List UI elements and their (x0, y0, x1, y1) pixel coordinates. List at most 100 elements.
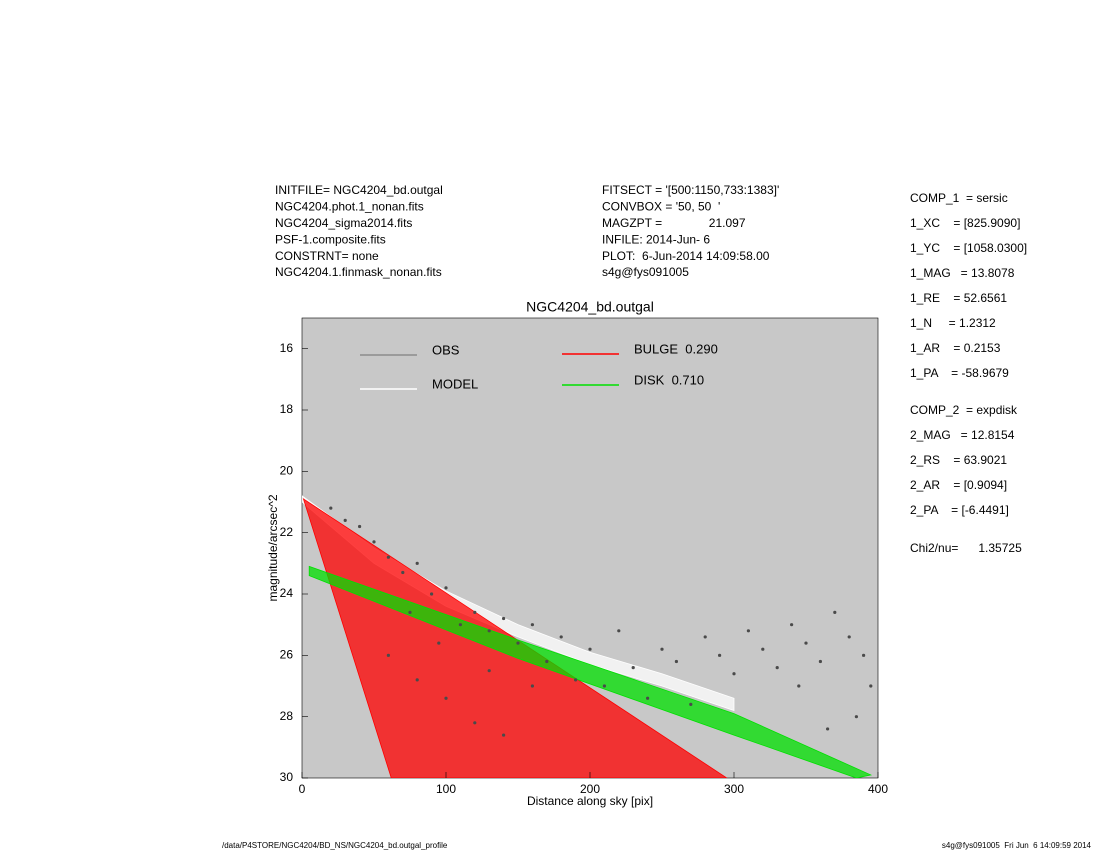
legend-label: OBS (432, 342, 460, 357)
y-tick-label: 22 (280, 525, 294, 539)
obs-point (804, 641, 808, 645)
header-left-line: INITFILE= NGC4204_bd.outgal (275, 183, 443, 197)
x-tick-label: 300 (724, 782, 744, 796)
obs-point (631, 666, 635, 670)
x-tick-label: 400 (868, 782, 888, 796)
obs-point (833, 610, 837, 615)
obs-point (516, 641, 520, 645)
x-tick-label: 0 (299, 782, 306, 796)
obs-point (718, 653, 722, 657)
obs-point (408, 610, 412, 615)
legend-label: DISK 0.710 (634, 372, 704, 387)
parameter-line: 2_AR = [0.9094] (910, 478, 1007, 492)
obs-point (444, 696, 448, 700)
parameter-line: 1_PA = -58.9679 (910, 366, 1009, 380)
obs-point (646, 696, 650, 700)
header-left-line: PSF-1.composite.fits (275, 232, 386, 246)
obs-point (602, 684, 607, 688)
obs-point (386, 653, 390, 657)
footer-right: s4g@fys091005 Fri Jun 6 14:09:59 2014 (942, 841, 1092, 850)
y-tick-label: 16 (280, 341, 294, 355)
obs-point (761, 647, 765, 651)
obs-point (473, 610, 477, 615)
obs-point (343, 518, 347, 523)
obs-point (790, 623, 794, 627)
obs-point (372, 540, 376, 544)
obs-point (386, 555, 390, 559)
legend-label: MODEL (432, 376, 478, 391)
parameter-line: 2_RS = 63.9021 (910, 453, 1007, 467)
obs-point (862, 653, 866, 657)
obs-point (732, 672, 736, 676)
parameter-line: 1_XC = [825.9090] (910, 216, 1020, 230)
obs-point (559, 635, 563, 639)
marks (302, 495, 873, 778)
obs-point (430, 592, 434, 596)
header-left-line: NGC4204.phot.1_nonan.fits (275, 200, 424, 214)
obs-point (797, 684, 801, 688)
header-middle-line: s4g@fys091005 (602, 265, 689, 279)
obs-point (502, 616, 506, 621)
obs-point (358, 524, 362, 529)
header-left-line: CONSTRNT= none (275, 249, 379, 263)
parameter-line: 1_RE = 52.6561 (910, 291, 1007, 305)
x-tick-label: 100 (436, 782, 456, 796)
parameter-line: 1_MAG = 13.8078 (910, 266, 1015, 280)
obs-point (401, 570, 405, 575)
obs-point (502, 733, 506, 737)
y-tick-label: 30 (280, 770, 294, 784)
header-left-line: NGC4204.1.finmask_nonan.fits (275, 265, 442, 279)
obs-point (329, 506, 333, 510)
header-left-line: NGC4204_sigma2014.fits (275, 216, 412, 230)
header-middle-line: INFILE: 2014-Jun- 6 (602, 232, 710, 246)
obs-point (473, 721, 477, 725)
band (302, 497, 728, 778)
obs-point (689, 702, 693, 707)
obs-point (869, 684, 873, 688)
obs-point (415, 561, 419, 565)
obs-point (415, 678, 419, 682)
parameter-line: COMP_1 = sersic (910, 191, 1008, 205)
header-middle-line: FITSECT = '[500:1150,733:1383]' (602, 183, 779, 197)
obs-point (746, 629, 751, 633)
obs-point (487, 669, 491, 673)
obs-point (545, 659, 549, 664)
header-middle-line: MAGZPT = 21.097 (602, 216, 746, 230)
obs-point (617, 629, 621, 633)
obs-point (530, 623, 535, 627)
obs-point (826, 727, 830, 731)
y-axis-label: magnitude/arcsec^2 (266, 494, 280, 601)
obs-point (574, 678, 578, 682)
obs-point (674, 659, 679, 664)
y-tick-label: 28 (280, 709, 294, 723)
obs-point (458, 623, 462, 627)
parameter-line: 1_YC = [1058.0300] (910, 241, 1027, 255)
obs-point (847, 635, 851, 639)
parameter-line: COMP_2 = expdisk (910, 403, 1018, 417)
y-tick-label: 18 (280, 402, 294, 416)
obs-point (703, 635, 707, 639)
parameter-line: 1_N = 1.2312 (910, 316, 996, 330)
obs-point (818, 659, 823, 664)
header-middle-line: PLOT: 6-Jun-2014 14:09:58.00 (602, 249, 770, 263)
legend-label: BULGE 0.290 (634, 341, 718, 356)
parameter-line: 2_MAG = 12.8154 (910, 428, 1015, 442)
x-axis-label: Distance along sky [pix] (527, 794, 653, 808)
x-tick-label: 200 (580, 782, 600, 796)
y-tick-label: 20 (280, 464, 294, 478)
parameter-line: 2_PA = [-6.4491] (910, 503, 1009, 517)
obs-point (530, 684, 535, 688)
parameter-line: Chi2/nu= 1.35725 (910, 541, 1022, 555)
parameter-line: 1_AR = 0.2153 (910, 341, 1001, 355)
obs-point (854, 715, 859, 719)
header-middle-line: CONVBOX = '50, 50 ' (602, 200, 720, 214)
band (308, 565, 873, 778)
obs-point (437, 641, 441, 645)
obs-point (660, 647, 664, 651)
y-tick-label: 26 (280, 648, 294, 662)
obs-point (775, 666, 779, 670)
chart-title: NGC4204_bd.outgal (526, 299, 654, 315)
footer-left: /data/P4STORE/NGC4204/BD_NS/NGC4204_bd.o… (222, 841, 448, 850)
obs-point (588, 647, 592, 651)
